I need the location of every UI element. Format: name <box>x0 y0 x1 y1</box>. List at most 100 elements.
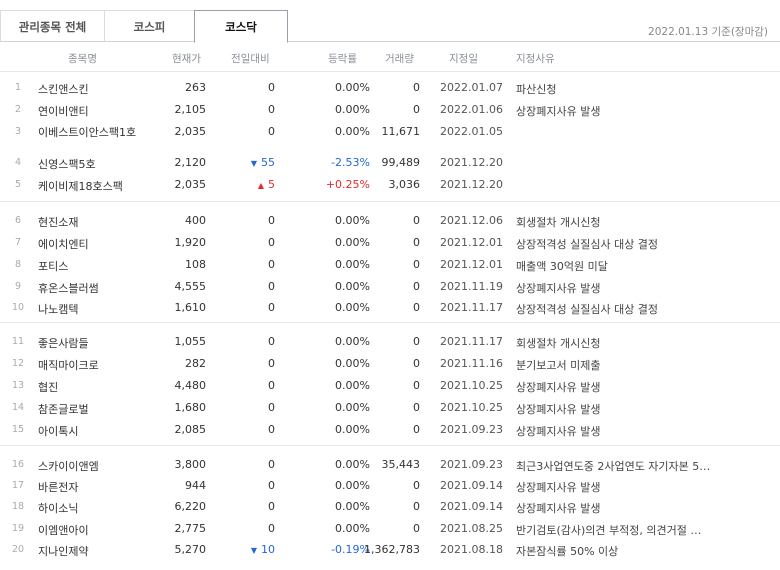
col-reason: 지정사유 <box>516 53 555 65</box>
stock-name[interactable]: 이엠앤아이 <box>38 524 89 537</box>
change-rate: 0.00% <box>335 214 370 227</box>
change-rate: 0.00% <box>335 301 370 314</box>
current-price: 2,105 <box>174 103 207 116</box>
table-row[interactable]: 11 좋은사람들 1,055 0 0.00% 0 2021.11.17 회생절차 개시신청 <box>0 332 780 353</box>
table-row[interactable]: 5 케이비제18호스팩 2,035 ▲ 5 +0.25% 3,036 2021.12.20 <box>0 175 780 196</box>
row-number: 9 <box>14 281 22 292</box>
price-change: ▲ 5 <box>258 178 275 191</box>
table-row[interactable]: 20 지나인제약 5,270 ▼ 10 -0.19% 1,362,783 2021.08.18… <box>0 540 780 561</box>
designation-reason: 매출액 30억원 미달 <box>516 260 608 273</box>
stock-name[interactable]: 휴온스블러썸 <box>38 282 99 295</box>
current-price: 2,035 <box>174 125 207 138</box>
designation-reason: 상장폐지사유 발생 <box>516 425 601 438</box>
stock-name[interactable]: 하이소닉 <box>38 502 79 515</box>
table-row[interactable]: 19 이엠앤아이 2,775 0 0.00% 0 2021.08.25 반기검토(감사)의견 … <box>0 519 780 540</box>
current-price: 400 <box>185 214 206 227</box>
designation-reason: 상장폐지사유 발생 <box>516 403 601 416</box>
trade-volume: 0 <box>413 423 420 436</box>
designation-date: 2021.12.20 <box>440 156 503 169</box>
triangle-up-icon: ▲ <box>257 181 264 190</box>
designation-date: 2021.08.18 <box>440 543 503 556</box>
table-row[interactable]: 18 하이소닉 6,220 0 0.00% 0 2021.09.14 상장폐지사유 발생 <box>0 497 780 518</box>
trade-volume: 0 <box>413 81 420 94</box>
trade-volume: 35,443 <box>381 458 421 471</box>
table-row[interactable]: 9 휴온스블러썸 4,555 0 0.00% 0 2021.11.19 상장폐지사유 발생 <box>0 277 780 298</box>
stock-name[interactable]: 포티스 <box>38 260 69 273</box>
table-row[interactable]: 2 연이비앤티 2,105 0 0.00% 0 2022.01.06 상장폐지사유 발생 <box>0 100 780 121</box>
stock-name[interactable]: 현진소재 <box>38 216 79 229</box>
table-row[interactable]: 12 매직마이크로 282 0 0.00% 0 2021.11.16 분기보고서 미제출 <box>0 354 780 375</box>
change-rate: 0.00% <box>335 357 370 370</box>
designation-reason: 상장폐지사유 발생 <box>516 282 601 295</box>
table-row[interactable]: 17 바른전자 944 0 0.00% 0 2021.09.14 상장폐지사유 발생 <box>0 476 780 497</box>
change-rate: 0.00% <box>335 401 370 414</box>
tab-kosdaq[interactable]: 코스닥 <box>194 10 288 43</box>
designation-reason: 상장폐지사유 발생 <box>516 105 601 118</box>
row-number: 3 <box>14 126 22 137</box>
stock-name[interactable]: 나노캠텍 <box>38 303 79 316</box>
table-row[interactable]: 13 협진 4,480 0 0.00% 0 2021.10.25 상장폐지사유 발생 <box>0 376 780 397</box>
stock-name[interactable]: 매직마이크로 <box>38 359 99 372</box>
market-tabs: 관리종목 전체 코스피 코스닥 <box>0 10 780 43</box>
as-of-date: 2022.01.13 기준(장마감) <box>648 26 768 38</box>
stock-name[interactable]: 이베스트이안스팩1호 <box>38 126 137 139</box>
price-change: 0 <box>268 458 275 471</box>
table-row[interactable]: 3 이베스트이안스팩1호 2,035 0 0.00% 11,671 2022.01.05 <box>0 122 780 143</box>
stock-name[interactable]: 케이비제18호스팩 <box>38 180 123 193</box>
table-row[interactable]: 6 현진소재 400 0 0.00% 0 2021.12.06 회생절차 개시신청 <box>0 211 780 232</box>
table-row[interactable]: 7 에이치엔티 1,920 0 0.00% 0 2021.12.01 상장적격성 실질심사 대… <box>0 233 780 254</box>
price-change: 0 <box>268 236 275 249</box>
table-row[interactable]: 14 참존글로벌 1,680 0 0.00% 0 2021.10.25 상장폐지사유 발생 <box>0 398 780 419</box>
row-number: 8 <box>14 259 22 270</box>
table-row[interactable]: 8 포티스 108 0 0.00% 0 2021.12.01 매출액 30억원 미달 <box>0 255 780 276</box>
tab-all-managed[interactable]: 관리종목 전체 <box>0 10 104 42</box>
current-price: 1,680 <box>174 401 207 414</box>
stock-name[interactable]: 스카이이앤엠 <box>38 460 99 473</box>
group-divider <box>0 201 780 202</box>
designation-reason: 자본잠식률 50% 이상 <box>516 545 619 558</box>
row-number: 20 <box>11 544 25 555</box>
designation-reason: 최근3사업연도중 2사업연도 자기자본 5… <box>516 460 711 473</box>
designation-reason: 상장적격성 실질심사 대상 결정 <box>516 303 659 316</box>
stock-name[interactable]: 신영스팩5호 <box>38 158 96 171</box>
designation-date: 2021.11.17 <box>440 335 503 348</box>
stock-name[interactable]: 에이치엔티 <box>38 238 89 251</box>
group-divider <box>0 322 780 323</box>
col-rate: 등락률 <box>328 53 357 65</box>
designation-date: 2021.10.25 <box>440 401 503 414</box>
change-rate: -0.19% <box>331 543 370 556</box>
trade-volume: 0 <box>413 479 420 492</box>
stock-name[interactable]: 협진 <box>38 381 59 394</box>
row-number: 6 <box>14 215 22 226</box>
trade-volume: 99,489 <box>381 156 421 169</box>
table-row[interactable]: 15 아이톡시 2,085 0 0.00% 0 2021.09.23 상장폐지사유 발생 <box>0 420 780 441</box>
table-row[interactable]: 10 나노캠텍 1,610 0 0.00% 0 2021.11.17 상장적격성 실질심사 대… <box>0 298 780 319</box>
stock-name[interactable]: 참존글로벌 <box>38 403 89 416</box>
tab-kospi[interactable]: 코스피 <box>104 10 194 42</box>
current-price: 282 <box>185 357 206 370</box>
current-price: 944 <box>185 479 206 492</box>
stock-name[interactable]: 아이톡시 <box>38 425 79 438</box>
stock-name[interactable]: 좋은사람들 <box>38 337 89 350</box>
price-change: ▼ 55 <box>251 156 275 169</box>
stock-name[interactable]: 지나인제약 <box>38 545 89 558</box>
row-number: 2 <box>14 104 22 115</box>
designation-date: 2021.11.17 <box>440 301 503 314</box>
trade-volume: 0 <box>413 214 420 227</box>
stock-name[interactable]: 연이비앤티 <box>38 105 89 118</box>
stock-name[interactable]: 스킨앤스킨 <box>38 83 89 96</box>
change-rate: +0.25% <box>325 178 370 191</box>
trade-volume: 0 <box>413 500 420 513</box>
change-value: 5 <box>268 178 275 191</box>
stock-name[interactable]: 바른전자 <box>38 481 79 494</box>
designation-date: 2021.09.23 <box>440 423 503 436</box>
designation-date: 2021.09.14 <box>440 500 503 513</box>
designation-reason: 회생절차 개시신청 <box>516 337 601 350</box>
table-row[interactable]: 1 스킨앤스킨 263 0 0.00% 0 2022.01.07 파산신청 <box>0 78 780 99</box>
change-rate: 0.00% <box>335 335 370 348</box>
current-price: 1,055 <box>174 335 207 348</box>
table-row[interactable]: 16 스카이이앤엠 3,800 0 0.00% 35,443 2021.09.23 최근3사업… <box>0 455 780 476</box>
table-row[interactable]: 4 신영스팩5호 2,120 ▼ 55 -2.53% 99,489 2021.12.20 <box>0 153 780 174</box>
designation-date: 2021.09.14 <box>440 479 503 492</box>
designation-date: 2021.12.20 <box>440 178 503 191</box>
